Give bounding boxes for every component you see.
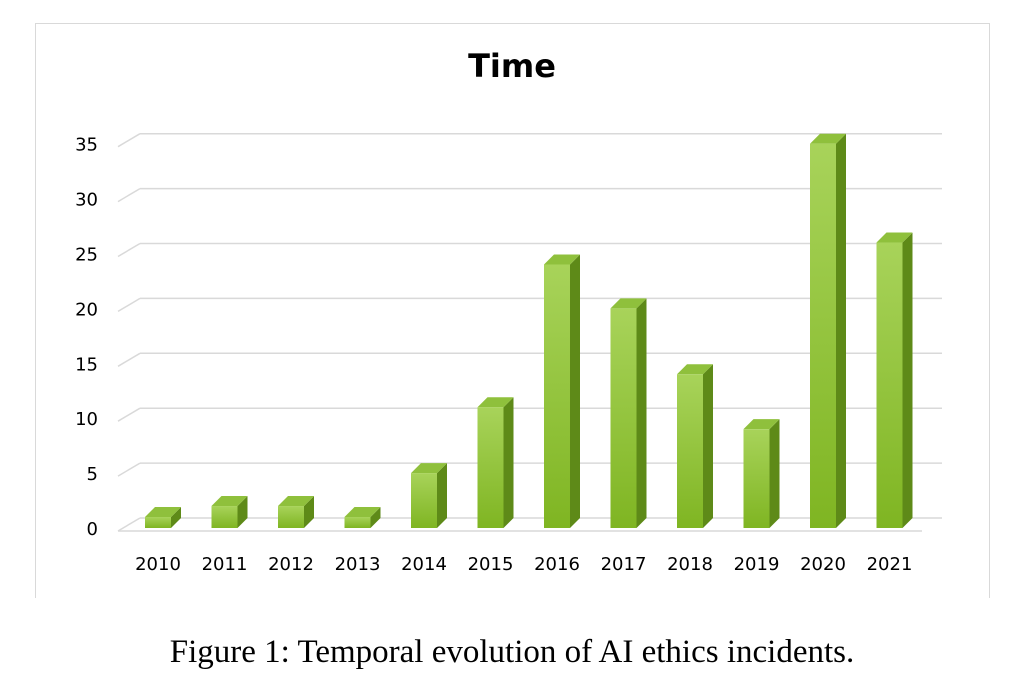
bar-front xyxy=(344,517,371,528)
bar-top xyxy=(810,133,846,144)
bar-front xyxy=(411,473,437,528)
gridline-connector xyxy=(117,187,141,203)
bar-side xyxy=(570,254,580,529)
bar-2019 xyxy=(743,419,780,528)
x-tick-label: 2012 xyxy=(268,554,314,575)
bar-front xyxy=(810,143,836,528)
bar-front xyxy=(743,429,770,528)
gridline-connector xyxy=(117,352,141,367)
bar-front xyxy=(145,517,171,528)
bar-front xyxy=(278,506,304,528)
x-tick-label: 2020 xyxy=(800,554,846,575)
bar-front xyxy=(610,308,637,528)
bar-side xyxy=(437,463,447,528)
bar-front xyxy=(876,242,903,528)
figure-caption: Figure 1: Temporal evolution of AI ethic… xyxy=(169,634,855,670)
bar-top xyxy=(344,507,381,518)
bar-side xyxy=(171,507,181,528)
bar-top xyxy=(544,254,580,265)
y-axis-ticks: 0 5 10 15 20 25 30 35 xyxy=(75,135,98,540)
bar-top xyxy=(477,397,514,408)
bar-2014 xyxy=(411,463,447,528)
bar-2016 xyxy=(544,254,580,529)
gridlines xyxy=(117,132,942,532)
x-tick-label: 2019 xyxy=(734,554,780,575)
bar-front xyxy=(211,506,238,528)
bar-top xyxy=(876,232,913,243)
y-tick-label: 30 xyxy=(75,190,98,211)
bar-side xyxy=(237,496,248,528)
gridline-connector xyxy=(117,297,141,313)
bar-side xyxy=(703,364,713,528)
bar-2020 xyxy=(810,133,846,528)
bar-2015 xyxy=(477,397,514,528)
bars xyxy=(145,133,913,529)
bar-side xyxy=(370,507,381,528)
x-tick-label: 2015 xyxy=(468,554,514,575)
gridline-connector xyxy=(117,517,141,532)
bar-front xyxy=(544,264,570,528)
bar-top xyxy=(211,496,248,507)
y-tick-label: 15 xyxy=(75,354,98,375)
x-tick-label: 2010 xyxy=(135,554,181,575)
x-tick-label: 2013 xyxy=(335,554,381,575)
y-tick-label: 35 xyxy=(75,135,98,156)
bar-side xyxy=(836,133,846,528)
bar-top xyxy=(145,507,181,518)
bar-2021 xyxy=(876,232,913,528)
bar-side xyxy=(503,397,514,528)
bar-2010 xyxy=(145,507,181,528)
bar-2018 xyxy=(677,364,713,528)
bar-front xyxy=(477,407,504,528)
bar-2013 xyxy=(344,507,381,528)
bar-side xyxy=(902,232,913,528)
bar-top xyxy=(743,419,780,430)
bar-side xyxy=(636,298,647,528)
bar-top xyxy=(411,463,447,474)
x-tick-label: 2017 xyxy=(601,554,647,575)
gridline-connector xyxy=(117,133,141,148)
x-tick-label: 2014 xyxy=(401,554,447,575)
x-tick-label: 2021 xyxy=(867,554,913,575)
bar-top xyxy=(278,496,314,507)
bar-side xyxy=(304,496,314,528)
y-tick-label: 20 xyxy=(75,299,98,320)
bar-2012 xyxy=(278,496,314,528)
x-axis-ticks: 2010 2011 2012 2013 2014 2015 2016 2017 2018 2019… xyxy=(135,554,912,575)
y-tick-label: 25 xyxy=(75,245,98,266)
x-tick-label: 2018 xyxy=(667,554,713,575)
y-tick-label: 0 xyxy=(87,519,98,540)
bar-front xyxy=(677,374,703,528)
bar-top xyxy=(610,298,647,309)
y-tick-label: 10 xyxy=(75,409,98,430)
x-tick-label: 2011 xyxy=(202,554,248,575)
gridline-connector xyxy=(117,242,141,258)
bar-2011 xyxy=(211,496,248,528)
gridline-connector xyxy=(117,462,141,477)
bar-top xyxy=(677,364,713,375)
bar-side xyxy=(769,419,780,528)
chart-title: Time xyxy=(468,47,556,85)
gridline-connector xyxy=(117,407,141,422)
y-tick-label: 5 xyxy=(87,464,98,485)
bar-2017 xyxy=(610,298,647,528)
x-tick-label: 2016 xyxy=(534,554,580,575)
